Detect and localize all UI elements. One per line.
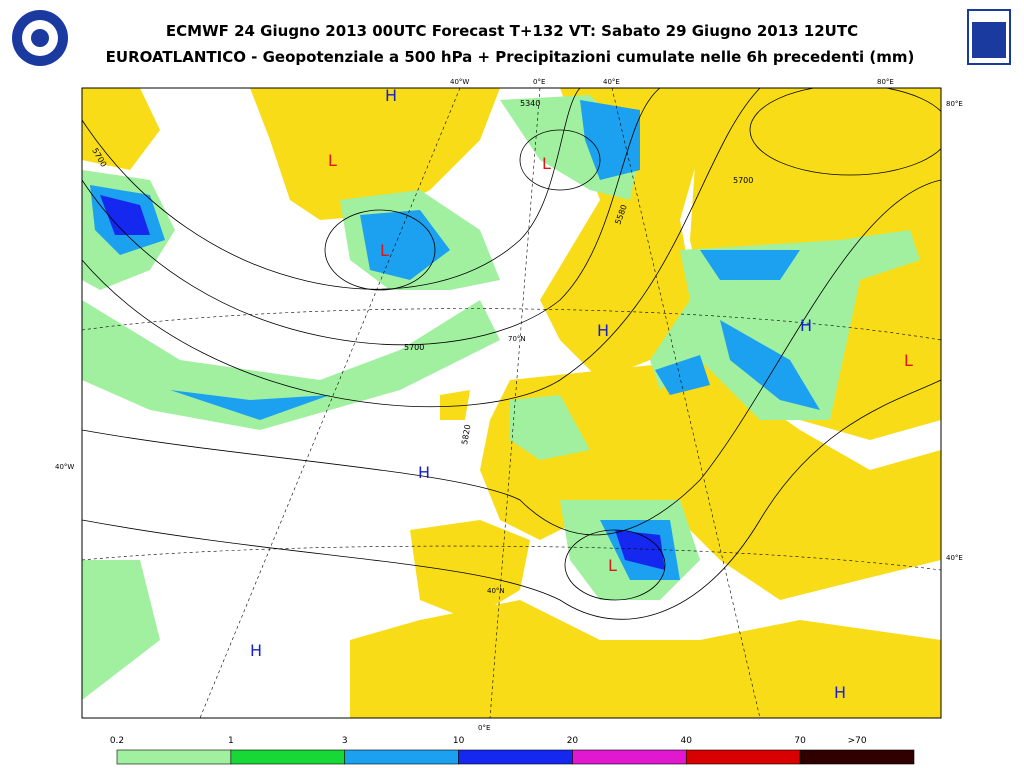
coordinate-label: 70°N bbox=[508, 335, 526, 343]
logo-left bbox=[12, 10, 68, 66]
coordinate-label: 0°E bbox=[533, 78, 545, 86]
graticule bbox=[82, 88, 941, 718]
contour-label: 5340 bbox=[520, 99, 540, 108]
logo-right bbox=[967, 9, 1011, 65]
pressure-center: L bbox=[904, 351, 913, 370]
coordinate-label: 40°W bbox=[450, 78, 469, 86]
legend-label: 70 bbox=[794, 736, 806, 746]
coordinate-label: 40°W bbox=[55, 463, 74, 471]
pressure-center: L bbox=[380, 241, 389, 260]
coordinate-label: 80°E bbox=[877, 78, 894, 86]
legend-swatch bbox=[685, 749, 801, 765]
pressure-center: H bbox=[385, 86, 397, 105]
legend-label: 40 bbox=[681, 736, 693, 746]
pressure-center: H bbox=[597, 321, 609, 340]
legend-swatch bbox=[572, 749, 687, 765]
map bbox=[82, 88, 941, 718]
legend-swatch bbox=[458, 749, 573, 765]
contour-label: 5700 bbox=[404, 343, 424, 352]
precipitation bbox=[82, 95, 920, 700]
legend-label: >70 bbox=[848, 736, 867, 746]
pressure-center: L bbox=[608, 556, 617, 575]
coordinate-label: 40°N bbox=[487, 587, 505, 595]
legend-swatch bbox=[230, 749, 346, 765]
legend-label: 20 bbox=[567, 736, 579, 746]
pressure-center: H bbox=[800, 316, 812, 335]
contour-label: 5820 bbox=[460, 424, 472, 446]
pressure-center: H bbox=[250, 641, 262, 660]
legend-label: 3 bbox=[342, 736, 348, 746]
contours bbox=[82, 88, 941, 620]
title: ECMWF 24 Giugno 2013 00UTC Forecast T+13… bbox=[166, 22, 858, 40]
coordinate-label: 40°E bbox=[946, 554, 963, 562]
legend-label: 0.2 bbox=[110, 736, 124, 746]
legend-swatch bbox=[116, 749, 232, 765]
legend-swatch bbox=[344, 749, 459, 765]
pressure-center: H bbox=[418, 463, 430, 482]
legend-label: 1 bbox=[228, 736, 234, 746]
contour-label: 5700 bbox=[733, 176, 753, 185]
pressure-center: L bbox=[542, 154, 551, 173]
coordinate-label: 80°E bbox=[946, 100, 963, 108]
map-frame bbox=[81, 87, 942, 719]
coordinate-label: 0°E bbox=[478, 724, 490, 732]
subtitle: EUROATLANTICO - Geopotenziale a 500 hPa … bbox=[106, 48, 915, 66]
pressure-center: H bbox=[834, 683, 846, 702]
pressure-center: L bbox=[328, 151, 337, 170]
coordinate-label: 40°E bbox=[603, 78, 620, 86]
legend-label: 10 bbox=[453, 736, 465, 746]
legend-swatch bbox=[799, 749, 915, 765]
